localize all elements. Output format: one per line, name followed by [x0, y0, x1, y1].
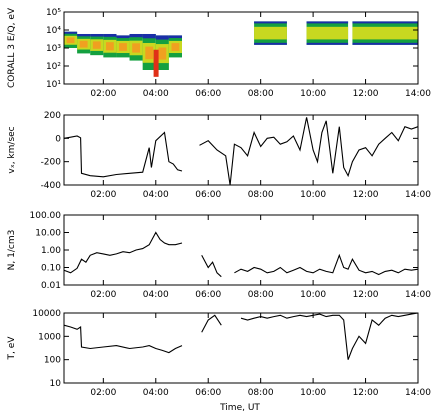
spectrogram-cell: [116, 35, 130, 39]
x-tick-label: 08:00: [248, 89, 274, 99]
spectrogram-cell: [254, 42, 287, 45]
series-line: [63, 312, 419, 360]
y-tick-label: 0: [55, 134, 61, 144]
x-tick-label: 14:00: [405, 89, 431, 99]
y-tick-label: 100.00: [30, 211, 62, 221]
spectrogram-cell: [158, 47, 167, 60]
y-tick-label: 1000: [38, 332, 61, 342]
plot-frame: [63, 114, 419, 186]
spectrogram-cell: [254, 26, 287, 40]
x-tick-label: 10:00: [300, 290, 326, 300]
spectrogram-cell: [64, 31, 78, 34]
x-tick-label: 14:00: [405, 388, 431, 398]
y-axis-title: T, eV: [7, 336, 17, 361]
spectrogram-cell: [254, 21, 287, 24]
y-tick-label: 100: [44, 356, 61, 366]
panel-4: 10 100 1000 10000 02:00 04:00 06:00 08:00 10:00 1…: [7, 309, 431, 398]
plot-frame: [63, 312, 419, 384]
series-line: [63, 117, 419, 186]
y-tick-label: 10⁴: [46, 26, 61, 36]
panel-3: 0.01 0.10 1.00 10.00 100.00 02:00 04:00 06:00 08…: [7, 211, 431, 300]
y-tick-label: 10000: [32, 309, 61, 319]
series-line: [63, 231, 419, 278]
spectrogram-cell: [306, 21, 349, 24]
plot-frame: [63, 214, 419, 286]
x-tick-label: 02:00: [90, 290, 116, 300]
y-tick-label: 10²: [46, 62, 61, 72]
x-tick-label: 04:00: [143, 388, 169, 398]
y-tick-label: 0.10: [41, 264, 61, 274]
spectrogram-cell: [90, 33, 104, 37]
y-axis-title: N, 1/cm3: [7, 230, 17, 271]
y-tick-label: 10: [50, 379, 62, 389]
spectrogram-cell: [92, 41, 101, 49]
spectrogram-cell: [306, 26, 349, 40]
x-tick-label: 06:00: [195, 190, 221, 200]
y-tick-label: 1.00: [41, 246, 61, 256]
spectrogram-cell: [119, 43, 127, 51]
spectrogram-cell: [142, 33, 156, 39]
x-tick-label: 12:00: [353, 290, 379, 300]
x-tick-label: 12:00: [353, 190, 379, 200]
x-tick-label: 14:00: [405, 290, 431, 300]
spectrogram-cell: [79, 40, 88, 48]
y-tick-label: -200: [41, 158, 62, 168]
y-axis-title: vₓ, km/sec: [7, 126, 17, 173]
spectrogram-cell: [129, 33, 143, 38]
y-tick-label: -400: [41, 181, 62, 191]
spectrogram-cell: [155, 35, 169, 40]
spectrogram-cell: [168, 35, 182, 39]
spectrogram-cell: [171, 43, 180, 51]
spectrogram-cell: [352, 26, 418, 40]
x-tick-label: 04:00: [143, 290, 169, 300]
x-tick-label: 10:00: [300, 190, 326, 200]
spectrogram-cell: [103, 33, 117, 37]
panel-1: 10¹ 10² 10³ 10⁴ 10⁵ 02:00 04:00 06:00 08:00 10:00…: [7, 7, 431, 99]
spectrogram-cell: [352, 21, 418, 24]
x-tick-label: 02:00: [90, 388, 116, 398]
y-tick-label: 10.00: [35, 229, 61, 239]
y-tick-label: 200: [44, 111, 61, 121]
x-tick-label: 12:00: [353, 89, 379, 99]
x-tick-label: 06:00: [195, 89, 221, 99]
y-tick-label: 10⁵: [46, 8, 61, 18]
x-tick-label: 02:00: [90, 89, 116, 99]
x-tick-label: 12:00: [353, 388, 379, 398]
x-tick-label: 06:00: [195, 290, 221, 300]
x-tick-label: 02:00: [90, 190, 116, 200]
spectrogram-cell: [132, 43, 141, 53]
y-tick-label: 10³: [46, 44, 61, 54]
spectrogram-cell: [145, 46, 154, 60]
spectrogram-cell: [352, 42, 418, 45]
x-tick-label: 04:00: [143, 89, 169, 99]
y-tick-label: 0.01: [41, 281, 61, 291]
x-tick-label: 08:00: [248, 290, 274, 300]
x-tick-label: 10:00: [300, 89, 326, 99]
x-tick-label: 10:00: [300, 388, 326, 398]
spectrogram-cell: [66, 37, 75, 44]
x-tick-label: 08:00: [248, 388, 274, 398]
x-tick-label: 14:00: [405, 190, 431, 200]
y-axis-title: CORALL 3 E/Q, eV: [7, 7, 17, 88]
panel-2: -400 -200 0 200 02:00 04:00 06:00 08:00 10:00 12:…: [7, 111, 431, 200]
spectrogram-cell: [153, 49, 159, 77]
x-axis-title: Time, UT: [219, 403, 260, 413]
x-tick-label: 06:00: [195, 388, 221, 398]
spectrogram-cell: [105, 42, 114, 51]
x-tick-label: 08:00: [248, 190, 274, 200]
x-tick-label: 04:00: [143, 190, 169, 200]
y-tick-label: 10¹: [46, 80, 61, 90]
spectrogram-cell: [77, 33, 91, 37]
spectrogram-cell: [306, 42, 349, 45]
spectrogram: [64, 21, 418, 77]
